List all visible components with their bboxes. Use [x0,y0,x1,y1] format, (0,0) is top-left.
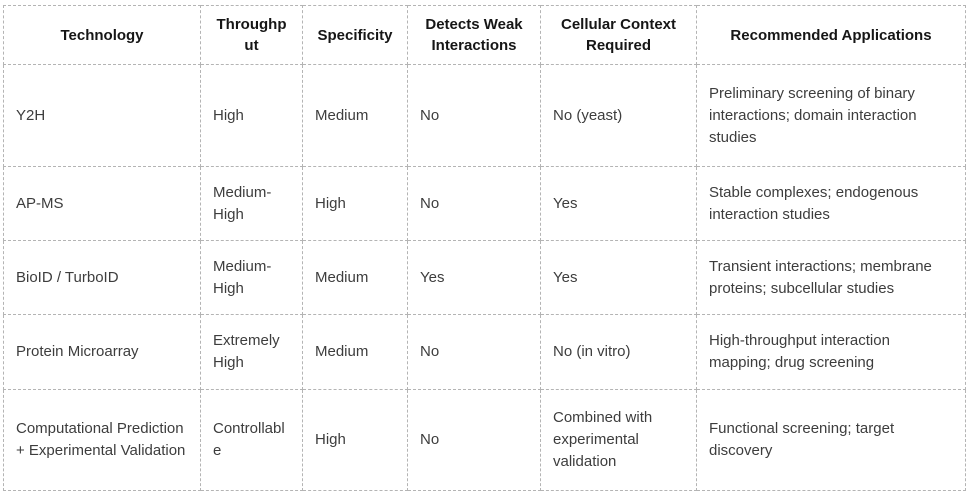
cell-specificity: Medium [302,240,408,315]
cell-applications: High-throughput interaction mapping; dru… [696,314,966,390]
table-row-ap-ms: AP-MS Medium-High High No Yes Stable com… [3,166,966,241]
table-row-bioid-turboid: BioID / TurboID Medium-High Medium Yes Y… [3,240,966,315]
cell-applications: Functional screening; target discovery [696,389,966,491]
header-row: Technology Throughput Specificity Detect… [3,5,966,65]
cell-specificity: High [302,166,408,241]
column-header-recommended-applications: Recommended Applications [696,5,966,65]
column-header-technology: Technology [3,5,201,65]
cell-throughput: Medium-High [200,240,303,315]
column-header-cellular-context-required: Cellular Context Required [540,5,697,65]
cell-cellular-context: No (yeast) [540,64,697,167]
cell-technology: Protein Microarray [3,314,201,390]
table-row-y2h: Y2H High Medium No No (yeast) Preliminar… [3,64,966,167]
table-row-computational-prediction: Computational Prediction + Experimental … [3,389,966,491]
cell-cellular-context: No (in vitro) [540,314,697,390]
cell-specificity: High [302,389,408,491]
technology-comparison-table: Technology Throughput Specificity Detect… [3,5,966,491]
table-row-protein-microarray: Protein Microarray Extremely High Medium… [3,314,966,390]
cell-technology: AP-MS [3,166,201,241]
cell-technology: Computational Prediction + Experimental … [3,389,201,491]
cell-throughput: Extremely High [200,314,303,390]
cell-applications: Transient interactions; membrane protein… [696,240,966,315]
column-header-throughput: Throughput [200,5,303,65]
cell-detects-weak: No [407,64,541,167]
cell-throughput: High [200,64,303,167]
cell-cellular-context: Yes [540,166,697,241]
cell-detects-weak: No [407,314,541,390]
cell-applications: Preliminary screening of binary interact… [696,64,966,167]
cell-specificity: Medium [302,64,408,167]
cell-technology: BioID / TurboID [3,240,201,315]
cell-technology: Y2H [3,64,201,167]
cell-cellular-context: Yes [540,240,697,315]
cell-detects-weak: No [407,389,541,491]
column-header-detects-weak-interactions: Detects Weak Interactions [407,5,541,65]
cell-throughput: Medium-High [200,166,303,241]
cell-specificity: Medium [302,314,408,390]
column-header-specificity: Specificity [302,5,408,65]
cell-throughput: Controllable [200,389,303,491]
cell-applications: Stable complexes; endogenous interaction… [696,166,966,241]
cell-cellular-context: Combined with experimental validation [540,389,697,491]
cell-detects-weak: No [407,166,541,241]
cell-detects-weak: Yes [407,240,541,315]
